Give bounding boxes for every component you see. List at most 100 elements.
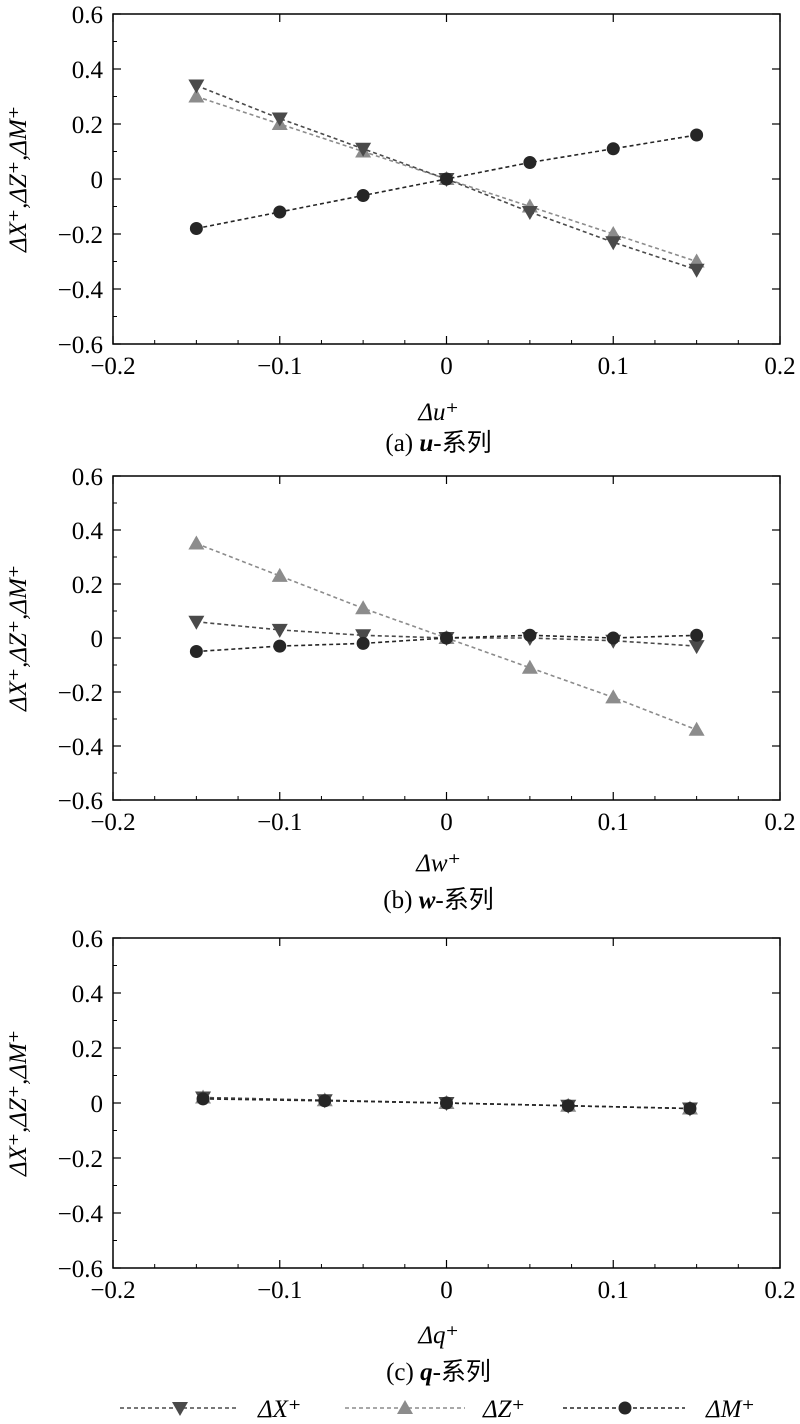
data-point-dM bbox=[683, 1102, 697, 1115]
data-point-dM bbox=[440, 631, 453, 645]
data-point-dX bbox=[521, 206, 538, 220]
data-point-dZ bbox=[188, 535, 205, 550]
data-point-dM bbox=[356, 636, 370, 650]
x-axis-label: Δq⁺ bbox=[417, 1322, 458, 1349]
caption-suffix: -系列 bbox=[435, 886, 493, 914]
data-point-dZ bbox=[188, 88, 205, 103]
legend-marker-dX bbox=[172, 1402, 188, 1416]
y-tick-label: 0.2 bbox=[72, 1036, 103, 1063]
x-tick-label: −0.2 bbox=[90, 1277, 135, 1304]
y-tick-label: 0.4 bbox=[72, 981, 104, 1008]
x-tick-label: 0.2 bbox=[764, 1277, 795, 1304]
legend-label-dM: ΔM⁺ bbox=[705, 1396, 755, 1423]
y-tick-label: −0.2 bbox=[58, 222, 103, 249]
data-point-dM bbox=[189, 645, 203, 658]
data-point-dX bbox=[188, 79, 205, 94]
panel-caption: (a) u-系列 bbox=[385, 429, 491, 457]
y-tick-label: −0.4 bbox=[58, 277, 104, 304]
legend-label-dZ: ΔZ⁺ bbox=[482, 1396, 525, 1423]
x-tick-label: 0.2 bbox=[764, 809, 795, 836]
caption-variable: w bbox=[419, 887, 436, 914]
data-point-dM bbox=[356, 189, 370, 202]
chart-panel: −0.2 −0.1 0 0.1 0.2 −0.6 −0.4 −0.2 0 0.2 0.4 0.6 ΔX⁺… bbox=[5, 464, 796, 914]
x-axis-label: Δw⁺ bbox=[415, 850, 461, 877]
y-axis-label: ΔX⁺,ΔZ⁺,ΔM⁺ bbox=[5, 565, 32, 712]
caption-suffix: -系列 bbox=[433, 429, 491, 457]
y-axis-label: ΔX⁺,ΔZ⁺,ΔM⁺ bbox=[5, 1030, 32, 1177]
y-tick-label: 0.6 bbox=[72, 2, 103, 29]
x-tick-label: 0 bbox=[440, 1277, 453, 1304]
panels: −0.2 −0.1 0 0.1 0.2 −0.6 −0.4 −0.2 0 0.2 0.4 0.6 ΔX⁺… bbox=[5, 2, 796, 1386]
y-tick-label: −0.6 bbox=[58, 1256, 103, 1283]
caption-suffix: -系列 bbox=[433, 1358, 491, 1386]
y-tick-label: 0.6 bbox=[72, 926, 103, 953]
data-point-dX bbox=[688, 263, 705, 278]
y-tick-label: −0.4 bbox=[58, 1201, 104, 1228]
caption-prefix: (a) bbox=[385, 430, 419, 457]
x-tick-label: −0.1 bbox=[257, 353, 302, 380]
data-point-dZ bbox=[521, 659, 538, 674]
data-point-dM bbox=[189, 222, 203, 235]
legend-label-dX: ΔX⁺ bbox=[257, 1396, 301, 1423]
caption-prefix: (b) bbox=[383, 887, 418, 914]
data-point-dM bbox=[606, 631, 620, 645]
data-point-dM bbox=[561, 1099, 575, 1113]
x-tick-label: 0.1 bbox=[598, 1277, 629, 1304]
legend-marker-dZ bbox=[397, 1400, 413, 1414]
caption-prefix: (c) bbox=[386, 1359, 420, 1386]
data-point-dX bbox=[188, 615, 205, 630]
data-point-dZ bbox=[688, 721, 705, 736]
x-tick-label: 0.1 bbox=[598, 353, 629, 380]
data-point-dX bbox=[355, 629, 372, 644]
panel-caption: (b) w-系列 bbox=[383, 886, 493, 914]
y-tick-label: −0.2 bbox=[58, 680, 103, 707]
data-point-dZ bbox=[605, 689, 622, 704]
y-axis-label: ΔX⁺,ΔZ⁺,ΔM⁺ bbox=[5, 106, 32, 253]
x-tick-label: −0.2 bbox=[90, 809, 135, 836]
data-point-dM bbox=[440, 172, 453, 186]
x-tick-label: −0.2 bbox=[90, 353, 135, 380]
caption-variable: q bbox=[420, 1359, 433, 1386]
y-tick-label: −0.6 bbox=[58, 332, 103, 359]
data-point-dX bbox=[355, 142, 372, 157]
y-tick-label: 0.4 bbox=[72, 518, 104, 545]
data-point-dX bbox=[605, 236, 622, 251]
data-point-dM bbox=[318, 1094, 332, 1108]
data-point-dM bbox=[273, 639, 287, 653]
data-point-dM bbox=[440, 1096, 453, 1110]
data-point-dM bbox=[523, 156, 537, 169]
data-point-dM bbox=[606, 142, 620, 156]
y-tick-label: 0.4 bbox=[72, 57, 104, 84]
x-tick-label: 0.2 bbox=[764, 353, 795, 380]
chart-panel: −0.2 −0.1 0 0.1 0.2 −0.6 −0.4 −0.2 0 0.2 0.4 0.6 ΔX⁺… bbox=[5, 926, 796, 1386]
y-tick-label: 0 bbox=[91, 626, 104, 653]
y-tick-label: −0.6 bbox=[58, 788, 103, 815]
data-point-dM bbox=[196, 1092, 210, 1106]
data-point-dM bbox=[523, 628, 537, 642]
x-tick-label: 0.1 bbox=[598, 809, 629, 836]
y-tick-label: 0 bbox=[91, 167, 104, 194]
data-point-dZ bbox=[271, 567, 288, 582]
chart-panel: −0.2 −0.1 0 0.1 0.2 −0.6 −0.4 −0.2 0 0.2 0.4 0.6 ΔX⁺… bbox=[5, 2, 796, 457]
y-tick-label: 0.2 bbox=[72, 572, 103, 599]
x-tick-label: −0.1 bbox=[257, 1277, 302, 1304]
data-point-dX bbox=[688, 640, 705, 655]
x-tick-label: 0 bbox=[440, 353, 453, 380]
panel-caption: (c) q-系列 bbox=[386, 1358, 491, 1386]
y-tick-label: −0.4 bbox=[58, 734, 104, 761]
data-point-dX bbox=[271, 112, 288, 127]
data-point-dM bbox=[690, 128, 704, 142]
legend-marker-dM bbox=[618, 1401, 632, 1415]
y-tick-label: 0.6 bbox=[72, 464, 103, 491]
data-point-dZ bbox=[355, 600, 372, 615]
caption-variable: u bbox=[419, 430, 433, 457]
legend: ΔX⁺ ΔZ⁺ ΔM⁺ bbox=[120, 1396, 755, 1423]
y-tick-label: 0 bbox=[91, 1091, 104, 1118]
x-axis-label: Δu⁺ bbox=[417, 399, 458, 426]
data-point-dX bbox=[271, 623, 288, 638]
data-point-dM bbox=[690, 628, 704, 642]
y-tick-label: −0.2 bbox=[58, 1146, 103, 1173]
x-tick-label: −0.1 bbox=[257, 809, 302, 836]
x-tick-label: 0 bbox=[440, 809, 453, 836]
